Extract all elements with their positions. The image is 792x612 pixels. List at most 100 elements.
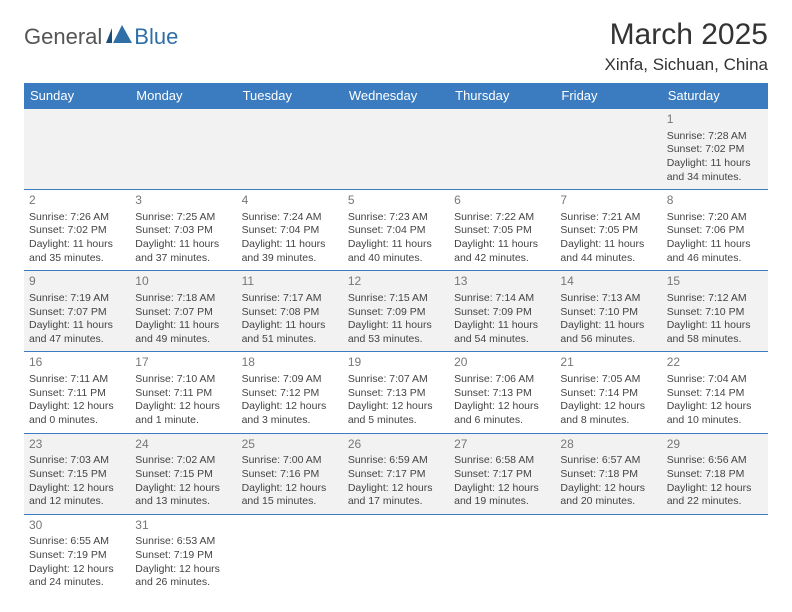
sunrise-text: Sunrise: 7:03 AM bbox=[29, 454, 125, 468]
daylight-text: Daylight: 11 hours and 42 minutes. bbox=[454, 238, 550, 265]
sunset-text: Sunset: 7:17 PM bbox=[454, 468, 550, 482]
logo: General Blue bbox=[24, 24, 178, 50]
calendar-week: 30Sunrise: 6:55 AMSunset: 7:19 PMDayligh… bbox=[24, 514, 768, 595]
daylight-text: Daylight: 12 hours and 0 minutes. bbox=[29, 400, 125, 427]
daylight-text: Daylight: 11 hours and 46 minutes. bbox=[667, 238, 763, 265]
day-number: 21 bbox=[560, 355, 656, 371]
day-number: 8 bbox=[667, 193, 763, 209]
daylight-text: Daylight: 12 hours and 3 minutes. bbox=[242, 400, 338, 427]
day-header: Thursday bbox=[449, 83, 555, 109]
sunset-text: Sunset: 7:19 PM bbox=[135, 549, 231, 563]
calendar-cell bbox=[343, 109, 449, 190]
calendar-cell: 14Sunrise: 7:13 AMSunset: 7:10 PMDayligh… bbox=[555, 271, 661, 352]
sunset-text: Sunset: 7:05 PM bbox=[454, 224, 550, 238]
daylight-text: Daylight: 11 hours and 54 minutes. bbox=[454, 319, 550, 346]
calendar-cell bbox=[343, 514, 449, 595]
flag-icon bbox=[106, 25, 132, 50]
daylight-text: Daylight: 11 hours and 40 minutes. bbox=[348, 238, 444, 265]
calendar-cell: 11Sunrise: 7:17 AMSunset: 7:08 PMDayligh… bbox=[237, 271, 343, 352]
logo-text-general: General bbox=[24, 24, 102, 50]
calendar-cell bbox=[662, 514, 768, 595]
sunrise-text: Sunrise: 6:57 AM bbox=[560, 454, 656, 468]
calendar-cell: 16Sunrise: 7:11 AMSunset: 7:11 PMDayligh… bbox=[24, 352, 130, 433]
day-number: 25 bbox=[242, 437, 338, 453]
calendar-cell: 22Sunrise: 7:04 AMSunset: 7:14 PMDayligh… bbox=[662, 352, 768, 433]
location: Xinfa, Sichuan, China bbox=[605, 55, 769, 75]
sunrise-text: Sunrise: 6:56 AM bbox=[667, 454, 763, 468]
calendar-week: 2Sunrise: 7:26 AMSunset: 7:02 PMDaylight… bbox=[24, 190, 768, 271]
sunset-text: Sunset: 7:10 PM bbox=[667, 306, 763, 320]
sunrise-text: Sunrise: 7:14 AM bbox=[454, 292, 550, 306]
sunset-text: Sunset: 7:17 PM bbox=[348, 468, 444, 482]
day-header: Friday bbox=[555, 83, 661, 109]
sunrise-text: Sunrise: 7:13 AM bbox=[560, 292, 656, 306]
calendar-cell bbox=[130, 109, 236, 190]
day-number: 17 bbox=[135, 355, 231, 371]
calendar-cell: 3Sunrise: 7:25 AMSunset: 7:03 PMDaylight… bbox=[130, 190, 236, 271]
sunset-text: Sunset: 7:15 PM bbox=[135, 468, 231, 482]
day-number: 31 bbox=[135, 518, 231, 534]
day-number: 18 bbox=[242, 355, 338, 371]
sunset-text: Sunset: 7:06 PM bbox=[667, 224, 763, 238]
calendar-cell: 29Sunrise: 6:56 AMSunset: 7:18 PMDayligh… bbox=[662, 433, 768, 514]
sunset-text: Sunset: 7:15 PM bbox=[29, 468, 125, 482]
calendar-week: 1Sunrise: 7:28 AMSunset: 7:02 PMDaylight… bbox=[24, 109, 768, 190]
sunset-text: Sunset: 7:02 PM bbox=[29, 224, 125, 238]
daylight-text: Daylight: 12 hours and 20 minutes. bbox=[560, 482, 656, 509]
day-number: 2 bbox=[29, 193, 125, 209]
header: General Blue March 2025 Xinfa, Sichuan, … bbox=[24, 18, 768, 75]
sunrise-text: Sunrise: 7:17 AM bbox=[242, 292, 338, 306]
sunset-text: Sunset: 7:16 PM bbox=[242, 468, 338, 482]
day-header-row: Sunday Monday Tuesday Wednesday Thursday… bbox=[24, 83, 768, 109]
logo-text-blue: Blue bbox=[134, 24, 178, 50]
calendar-week: 9Sunrise: 7:19 AMSunset: 7:07 PMDaylight… bbox=[24, 271, 768, 352]
day-number: 10 bbox=[135, 274, 231, 290]
calendar-cell: 28Sunrise: 6:57 AMSunset: 7:18 PMDayligh… bbox=[555, 433, 661, 514]
sunset-text: Sunset: 7:03 PM bbox=[135, 224, 231, 238]
sunrise-text: Sunrise: 7:20 AM bbox=[667, 211, 763, 225]
day-number: 5 bbox=[348, 193, 444, 209]
sunrise-text: Sunrise: 6:55 AM bbox=[29, 535, 125, 549]
daylight-text: Daylight: 11 hours and 56 minutes. bbox=[560, 319, 656, 346]
calendar-cell: 30Sunrise: 6:55 AMSunset: 7:19 PMDayligh… bbox=[24, 514, 130, 595]
sunset-text: Sunset: 7:13 PM bbox=[454, 387, 550, 401]
calendar-cell: 20Sunrise: 7:06 AMSunset: 7:13 PMDayligh… bbox=[449, 352, 555, 433]
day-number: 15 bbox=[667, 274, 763, 290]
calendar-cell bbox=[555, 109, 661, 190]
day-number: 16 bbox=[29, 355, 125, 371]
calendar-week: 23Sunrise: 7:03 AMSunset: 7:15 PMDayligh… bbox=[24, 433, 768, 514]
day-number: 28 bbox=[560, 437, 656, 453]
day-header: Saturday bbox=[662, 83, 768, 109]
daylight-text: Daylight: 11 hours and 58 minutes. bbox=[667, 319, 763, 346]
calendar-cell bbox=[237, 109, 343, 190]
calendar-cell: 13Sunrise: 7:14 AMSunset: 7:09 PMDayligh… bbox=[449, 271, 555, 352]
calendar-cell: 6Sunrise: 7:22 AMSunset: 7:05 PMDaylight… bbox=[449, 190, 555, 271]
day-number: 29 bbox=[667, 437, 763, 453]
daylight-text: Daylight: 11 hours and 51 minutes. bbox=[242, 319, 338, 346]
calendar-cell: 2Sunrise: 7:26 AMSunset: 7:02 PMDaylight… bbox=[24, 190, 130, 271]
sunset-text: Sunset: 7:07 PM bbox=[29, 306, 125, 320]
sunset-text: Sunset: 7:07 PM bbox=[135, 306, 231, 320]
daylight-text: Daylight: 12 hours and 8 minutes. bbox=[560, 400, 656, 427]
day-number: 9 bbox=[29, 274, 125, 290]
calendar-cell: 23Sunrise: 7:03 AMSunset: 7:15 PMDayligh… bbox=[24, 433, 130, 514]
sunset-text: Sunset: 7:18 PM bbox=[560, 468, 656, 482]
calendar-cell: 17Sunrise: 7:10 AMSunset: 7:11 PMDayligh… bbox=[130, 352, 236, 433]
daylight-text: Daylight: 11 hours and 37 minutes. bbox=[135, 238, 231, 265]
sunset-text: Sunset: 7:18 PM bbox=[667, 468, 763, 482]
calendar-cell: 5Sunrise: 7:23 AMSunset: 7:04 PMDaylight… bbox=[343, 190, 449, 271]
sunrise-text: Sunrise: 7:23 AM bbox=[348, 211, 444, 225]
calendar-cell: 25Sunrise: 7:00 AMSunset: 7:16 PMDayligh… bbox=[237, 433, 343, 514]
day-number: 4 bbox=[242, 193, 338, 209]
calendar-cell: 27Sunrise: 6:58 AMSunset: 7:17 PMDayligh… bbox=[449, 433, 555, 514]
daylight-text: Daylight: 12 hours and 24 minutes. bbox=[29, 563, 125, 590]
sunset-text: Sunset: 7:12 PM bbox=[242, 387, 338, 401]
calendar-cell bbox=[555, 514, 661, 595]
daylight-text: Daylight: 11 hours and 34 minutes. bbox=[667, 157, 763, 184]
day-number: 27 bbox=[454, 437, 550, 453]
calendar-cell: 7Sunrise: 7:21 AMSunset: 7:05 PMDaylight… bbox=[555, 190, 661, 271]
sunrise-text: Sunrise: 7:07 AM bbox=[348, 373, 444, 387]
day-number: 19 bbox=[348, 355, 444, 371]
sunrise-text: Sunrise: 7:05 AM bbox=[560, 373, 656, 387]
sunrise-text: Sunrise: 7:09 AM bbox=[242, 373, 338, 387]
